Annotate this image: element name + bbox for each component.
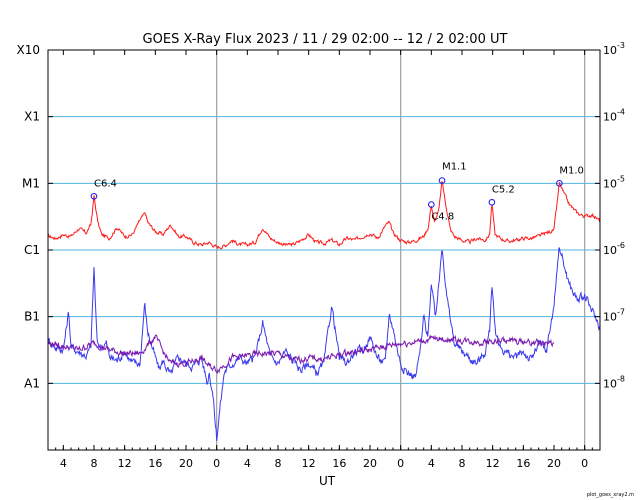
series-line-1 xyxy=(47,247,601,441)
tick-layer: X10 X1 M1 C1 B1 A1 10-3 10-4 10-5 10-6 10-7 10-8 4 8 1… xyxy=(17,41,625,470)
x-tick-label-14: 12 xyxy=(486,457,500,470)
x-tick-label-5: 0 xyxy=(213,457,220,470)
x-tick-label-8: 12 xyxy=(302,457,316,470)
flare-label-3: C5.2 xyxy=(492,184,515,195)
flare-marker-1 xyxy=(428,201,435,208)
x-tick-label-1: 8 xyxy=(91,457,98,470)
grid-lines xyxy=(48,50,600,450)
x-tick-label-10: 20 xyxy=(363,457,377,470)
series-line-0 xyxy=(47,180,601,250)
x-tick-label-3: 16 xyxy=(148,457,162,470)
flare-label-0: C6.4 xyxy=(94,178,117,189)
left-tick-label-4: B1 xyxy=(24,310,40,324)
x-tick-label-9: 16 xyxy=(332,457,346,470)
series-layer xyxy=(47,180,601,441)
x-tick-label-7: 8 xyxy=(275,457,282,470)
right-tick-label-0: 10-3 xyxy=(603,41,625,57)
x-axis-label: UT xyxy=(319,474,336,488)
flare-marker-4 xyxy=(556,180,563,187)
left-tick-label-5: A1 xyxy=(24,376,40,390)
left-tick-label-2: M1 xyxy=(22,176,40,190)
flare-marker-0 xyxy=(90,192,98,200)
footer-note: plot_goes_xray2.m xyxy=(587,492,634,498)
right-tick-label-4: 10-7 xyxy=(603,308,625,324)
x-tick-label-17: 0 xyxy=(581,457,588,470)
left-tick-label-1: X1 xyxy=(24,110,40,124)
x-tick-label-11: 0 xyxy=(397,457,404,470)
flare-marker-3 xyxy=(488,198,496,206)
x-tick-label-4: 20 xyxy=(179,457,193,470)
right-tick-label-2: 10-5 xyxy=(603,174,625,190)
right-tick-label-3: 10-6 xyxy=(603,241,625,257)
x-tick-label-16: 20 xyxy=(547,457,561,470)
x-tick-label-13: 8 xyxy=(459,457,466,470)
left-tick-label-3: C1 xyxy=(24,243,40,257)
x-tick-label-15: 16 xyxy=(516,457,530,470)
right-tick-label-5: 10-8 xyxy=(603,374,625,390)
flare-label-4: M1.0 xyxy=(559,165,584,176)
left-tick-label-0: X10 xyxy=(17,43,41,57)
x-tick-label-2: 12 xyxy=(118,457,132,470)
flare-label-2: M1.1 xyxy=(442,162,467,173)
flare-annotations: C6.4 C4.8 M1.1 C5.2 M1.0 xyxy=(90,162,584,223)
right-tick-label-1: 10-4 xyxy=(603,108,625,124)
chart-title: GOES X-Ray Flux 2023 / 11 / 29 02:00 -- … xyxy=(143,32,508,47)
x-tick-label-6: 4 xyxy=(244,457,251,470)
x-tick-label-12: 4 xyxy=(428,457,435,470)
flare-label-1: C4.8 xyxy=(431,212,454,223)
x-tick-label-0: 4 xyxy=(60,457,67,470)
series-line-2 xyxy=(47,334,555,375)
flare-marker-2 xyxy=(438,177,446,184)
